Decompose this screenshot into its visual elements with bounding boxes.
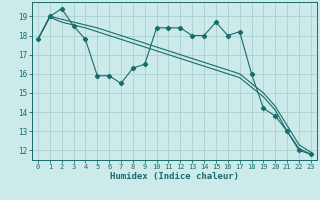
X-axis label: Humidex (Indice chaleur): Humidex (Indice chaleur): [110, 172, 239, 181]
